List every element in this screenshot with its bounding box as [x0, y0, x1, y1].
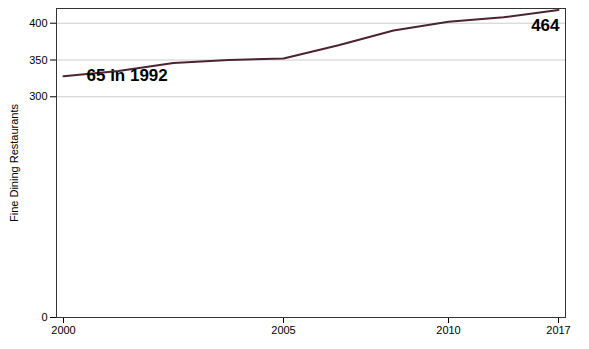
svg-text:0: 0: [41, 311, 47, 323]
svg-text:400: 400: [29, 17, 47, 29]
svg-text:350: 350: [29, 54, 47, 66]
svg-text:2005: 2005: [271, 324, 295, 336]
svg-text:2000: 2000: [51, 324, 75, 336]
svg-text:2017: 2017: [546, 324, 570, 336]
svg-text:464: 464: [531, 16, 560, 35]
svg-text:2010: 2010: [436, 324, 460, 336]
svg-text:Fine Dining Restaurants: Fine Dining Restaurants: [8, 104, 20, 223]
svg-text:300: 300: [29, 90, 47, 102]
svg-text:65 in 1992: 65 in 1992: [87, 66, 168, 85]
